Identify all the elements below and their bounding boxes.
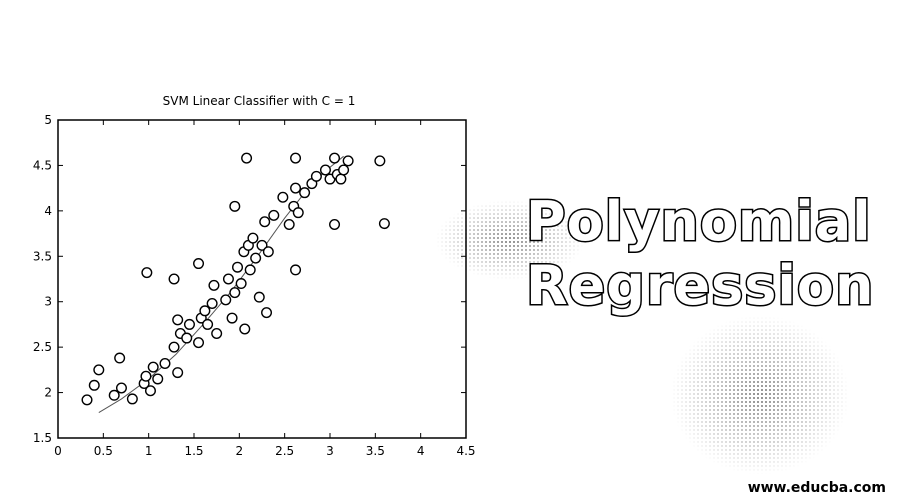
data-point bbox=[193, 337, 205, 349]
data-point bbox=[241, 152, 253, 164]
data-point bbox=[172, 314, 184, 326]
data-point bbox=[202, 318, 214, 330]
data-point bbox=[114, 352, 126, 364]
data-point bbox=[338, 164, 350, 176]
data-point bbox=[310, 170, 322, 182]
data-point bbox=[262, 246, 274, 258]
data-point bbox=[88, 379, 100, 391]
data-point bbox=[222, 273, 234, 285]
data-point bbox=[329, 218, 341, 230]
y-tick-label: 3.5 bbox=[33, 249, 52, 263]
y-tick-label: 2.5 bbox=[33, 340, 52, 354]
data-point bbox=[159, 357, 171, 369]
x-tick-label: 1.5 bbox=[184, 444, 203, 458]
data-point bbox=[299, 187, 311, 199]
data-point bbox=[268, 209, 280, 221]
x-tick-label: 4.5 bbox=[456, 444, 475, 458]
data-point bbox=[172, 367, 184, 379]
y-tick-label: 2 bbox=[44, 386, 52, 400]
data-point bbox=[283, 218, 295, 230]
data-point bbox=[232, 261, 244, 273]
x-tick-label: 2 bbox=[236, 444, 244, 458]
data-point bbox=[81, 394, 93, 406]
data-point bbox=[335, 173, 347, 185]
x-tick-label: 1 bbox=[145, 444, 153, 458]
data-point bbox=[181, 332, 193, 344]
y-axis-ticks: 1.5 2 2.5 3 3.5 4 4.5 5 bbox=[33, 113, 466, 445]
axes-frame bbox=[57, 119, 467, 439]
data-point bbox=[378, 218, 390, 230]
data-point bbox=[115, 382, 127, 394]
data-point bbox=[342, 155, 354, 167]
data-point bbox=[235, 278, 247, 290]
headline-line-1: Polynomial bbox=[525, 190, 873, 253]
data-point bbox=[259, 216, 271, 228]
data-point bbox=[290, 182, 302, 194]
data-point bbox=[168, 341, 180, 353]
data-point bbox=[290, 152, 302, 164]
x-axis-ticks: 0 0.5 1 1.5 2 2.5 3 3.5 4 4.5 bbox=[54, 120, 476, 458]
data-point bbox=[206, 298, 218, 310]
data-point bbox=[244, 264, 256, 276]
y-tick-label: 5 bbox=[44, 113, 52, 127]
data-point bbox=[250, 252, 262, 264]
data-point bbox=[93, 364, 105, 376]
data-markers bbox=[81, 152, 390, 406]
y-tick-label: 4.5 bbox=[33, 158, 52, 172]
data-point bbox=[126, 393, 138, 405]
data-point bbox=[261, 307, 273, 319]
data-point bbox=[229, 200, 241, 212]
x-tick-label: 3.5 bbox=[366, 444, 385, 458]
watermark: www.educba.com bbox=[747, 480, 886, 496]
data-point bbox=[253, 291, 265, 303]
data-point bbox=[141, 267, 153, 279]
data-point bbox=[292, 207, 304, 219]
x-tick-label: 2.5 bbox=[275, 444, 294, 458]
data-point bbox=[239, 323, 251, 335]
data-point bbox=[183, 318, 195, 330]
data-point bbox=[208, 279, 220, 291]
data-point bbox=[220, 294, 232, 306]
y-tick-label: 3 bbox=[44, 295, 52, 309]
data-point bbox=[226, 312, 238, 324]
data-point bbox=[329, 152, 341, 164]
data-point bbox=[247, 232, 259, 244]
data-point bbox=[229, 287, 241, 299]
data-point bbox=[374, 155, 386, 167]
y-tick-label: 1.5 bbox=[33, 431, 52, 445]
x-tick-label: 0 bbox=[54, 444, 62, 458]
data-point bbox=[140, 370, 152, 382]
headline-line-2: Regression bbox=[525, 254, 875, 317]
data-point bbox=[199, 305, 211, 317]
data-point bbox=[277, 191, 289, 203]
data-point bbox=[319, 164, 331, 176]
data-point bbox=[147, 361, 159, 373]
data-point bbox=[211, 328, 223, 340]
data-point bbox=[168, 273, 180, 285]
x-tick-label: 3 bbox=[326, 444, 334, 458]
data-point bbox=[108, 389, 120, 401]
x-tick-label: 4 bbox=[417, 444, 425, 458]
data-point bbox=[290, 264, 302, 276]
chart-title: SVM Linear Classifier with C = 1 bbox=[163, 94, 356, 108]
y-tick-label: 4 bbox=[44, 204, 52, 218]
data-point bbox=[256, 239, 268, 251]
data-point bbox=[152, 373, 164, 385]
data-point bbox=[193, 258, 205, 270]
x-tick-label: 0.5 bbox=[94, 444, 113, 458]
data-point bbox=[144, 385, 156, 397]
